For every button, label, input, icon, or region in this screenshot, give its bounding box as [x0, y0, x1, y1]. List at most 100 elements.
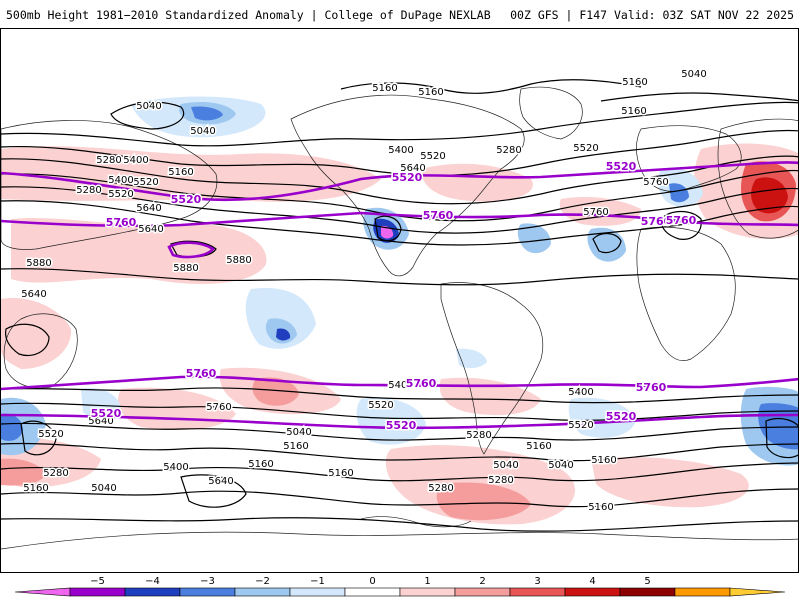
coastline-south-america — [440, 282, 544, 455]
height-contour-label: 5160 — [248, 459, 273, 470]
positive-anomaly-peak — [751, 177, 788, 214]
reference-contour-label: 5760 — [406, 377, 437, 390]
reference-contour-label: 5760 — [666, 214, 697, 227]
colorbar-tick-label: 0 — [369, 576, 375, 587]
height-contours — [1, 79, 798, 532]
height-contour-label: 5760 — [643, 177, 668, 188]
reference-contour-label: 5760 — [636, 381, 667, 394]
height-contour — [1, 155, 798, 205]
height-contour-label: 5280 — [488, 475, 513, 486]
height-contour — [592, 233, 622, 254]
reference-contours — [1, 161, 798, 430]
height-contour-label: 5160 — [23, 483, 48, 494]
colorbar-swatch — [124, 587, 181, 597]
contour-5760-loop — [167, 241, 215, 259]
height-contour — [1, 517, 798, 532]
coastline-antarctica — [1, 531, 798, 550]
colorbar-swatch — [674, 587, 731, 597]
height-contour-label: 5160 — [372, 83, 397, 94]
colorbar-tick-label: 5 — [644, 576, 650, 587]
height-contour-label: 5640 — [136, 203, 161, 214]
height-contour — [765, 417, 798, 459]
height-contour — [1, 402, 798, 421]
coastlines — [1, 86, 798, 550]
positive-anomaly-region — [1, 298, 72, 369]
colorbar-tick-label: 3 — [534, 576, 540, 587]
colorbar: −5 −4 −3 −2 −1 0 1 2 3 4 5 — [0, 573, 800, 600]
colorbar-tick-label: 4 — [589, 576, 595, 587]
height-contour-label: 5040 — [681, 69, 706, 80]
negative-anomaly-region — [456, 348, 487, 369]
contour-5760-north — [1, 211, 798, 228]
reference-contour-label: 5520 — [171, 193, 202, 206]
height-contour-label: 5040 — [190, 126, 215, 137]
height-contour-label: 5520 — [568, 420, 593, 431]
height-contour-label: 5520 — [108, 189, 133, 200]
negative-anomaly-region — [669, 183, 689, 203]
height-contour — [1, 488, 798, 508]
colorbar-swatch — [289, 587, 346, 597]
height-contour — [4, 323, 50, 357]
colorbar-swatch — [454, 587, 511, 597]
height-contour-label: 5400 — [388, 145, 413, 156]
colorbar-tick-label: −3 — [200, 576, 215, 587]
height-contour — [1, 462, 798, 482]
height-contour-label: 5160 — [168, 167, 193, 178]
header-bar: 500mb Height 1981−2010 Standardized Anom… — [0, 0, 800, 28]
height-contour — [1, 170, 798, 222]
positive-anomaly-core — [1, 458, 46, 486]
negative-anomaly-region — [1, 413, 23, 441]
height-contour — [110, 101, 185, 130]
colorbar-swatch — [729, 587, 786, 597]
height-contour-label: 5280 — [96, 155, 121, 166]
colorbar-swatch — [179, 587, 236, 597]
coastline-greenland — [519, 86, 583, 140]
reference-contour-label: 5760 — [641, 215, 672, 228]
contour-5760-south — [1, 375, 798, 391]
height-contour-label: 5760 — [583, 207, 608, 218]
reference-contour-label: 5760 — [423, 209, 454, 222]
height-contour-label: 5280 — [76, 185, 101, 196]
height-contour — [1, 200, 798, 246]
positive-anomaly-core — [436, 482, 531, 521]
height-contour-label: 5400 — [108, 175, 133, 186]
colorbar-swatch — [344, 587, 401, 597]
positive-anomaly-region — [11, 217, 267, 284]
anomaly-shading — [1, 96, 798, 525]
colorbar-swatch — [69, 587, 126, 597]
height-contour-label: 5640 — [88, 416, 113, 427]
height-contour-label: 5160 — [591, 455, 616, 466]
positive-anomaly-region — [1, 146, 381, 202]
height-contour-label: 5160 — [622, 77, 647, 88]
height-contour — [1, 442, 798, 462]
reference-contour-label: 5760 — [186, 367, 217, 380]
height-contour-label: 5400 — [123, 155, 148, 166]
colorbar-swatch — [399, 587, 456, 597]
contour-5520-south — [1, 413, 798, 430]
coastline-africa — [636, 226, 736, 361]
height-contour-label: 5160 — [526, 441, 551, 452]
height-contour-label: 5520 — [573, 143, 598, 154]
height-contour-label: 5040 — [493, 460, 518, 471]
reference-contour-label: 5520 — [606, 410, 637, 423]
height-contour-label: 5880 — [26, 258, 51, 269]
colorbar-swatch — [619, 587, 676, 597]
reference-contour-label: 5520 — [392, 171, 423, 184]
anomaly-map[interactable]: 5040 5160 5160 5160 5040 5160 5280 5400 5520 5400… — [0, 28, 799, 573]
height-contour-label: 5520 — [133, 177, 158, 188]
height-contour-label: 5040 — [91, 483, 116, 494]
height-contour-label: 5520 — [368, 400, 393, 411]
height-contour-label: 5880 — [226, 255, 251, 266]
reference-contour-label: 5520 — [386, 419, 417, 432]
height-contour-5880 — [1, 268, 798, 286]
height-contour — [1, 387, 798, 404]
reference-contour-label: 5760 — [106, 216, 137, 229]
height-contour-label: 5520 — [38, 429, 63, 440]
height-contour-label: 5040 — [286, 427, 311, 438]
map-title: 500mb Height 1981−2010 Standardized Anom… — [6, 8, 491, 22]
height-contour-label: 5040 — [548, 460, 573, 471]
height-contour — [600, 92, 798, 102]
